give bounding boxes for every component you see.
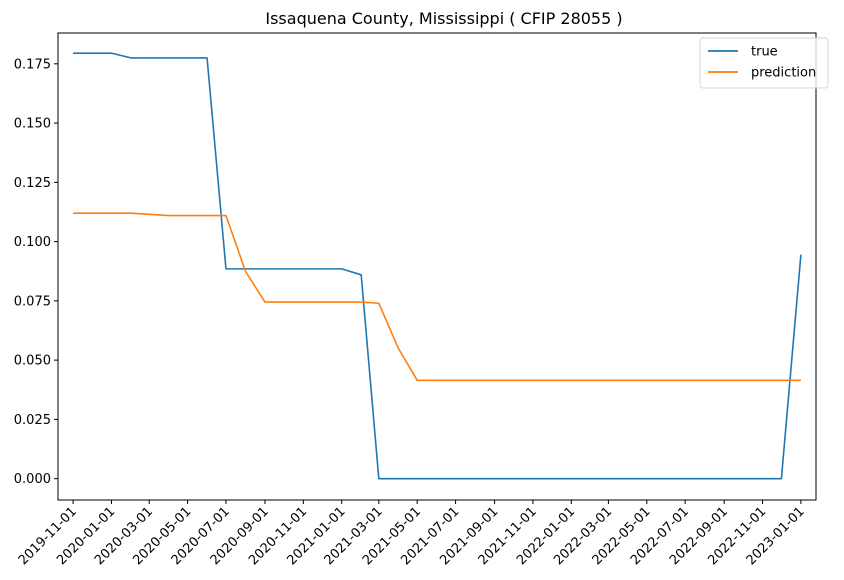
legend: true prediction	[699, 37, 829, 89]
y-tick-label: 0.050	[14, 354, 51, 369]
y-tick-label: 0.025	[14, 413, 51, 428]
series-line-prediction	[73, 212, 801, 382]
y-axis: 0.000 0.025 0.050 0.075 0.100 0.125 0.150 0.175	[14, 57, 58, 487]
y-tick-label: 0.150	[14, 117, 51, 132]
legend-label-prediction: prediction	[751, 66, 816, 81]
series-layer	[73, 52, 802, 480]
y-tick-label: 0.125	[14, 176, 51, 191]
plot-frame	[57, 32, 817, 501]
y-tick-label: 0.175	[14, 57, 51, 72]
series-line-true	[73, 52, 802, 480]
chart-title: Issaquena County, Mississippi ( CFIP 280…	[265, 9, 622, 28]
x-axis: 2019-11-012020-01-012020-03-012020-05-01…	[16, 500, 808, 568]
legend-label-true: true	[751, 45, 778, 60]
plot-area	[57, 32, 817, 501]
y-tick-label: 0.075	[14, 294, 51, 309]
y-tick-label: 0.100	[14, 235, 51, 250]
y-tick-label: 0.000	[14, 472, 51, 487]
